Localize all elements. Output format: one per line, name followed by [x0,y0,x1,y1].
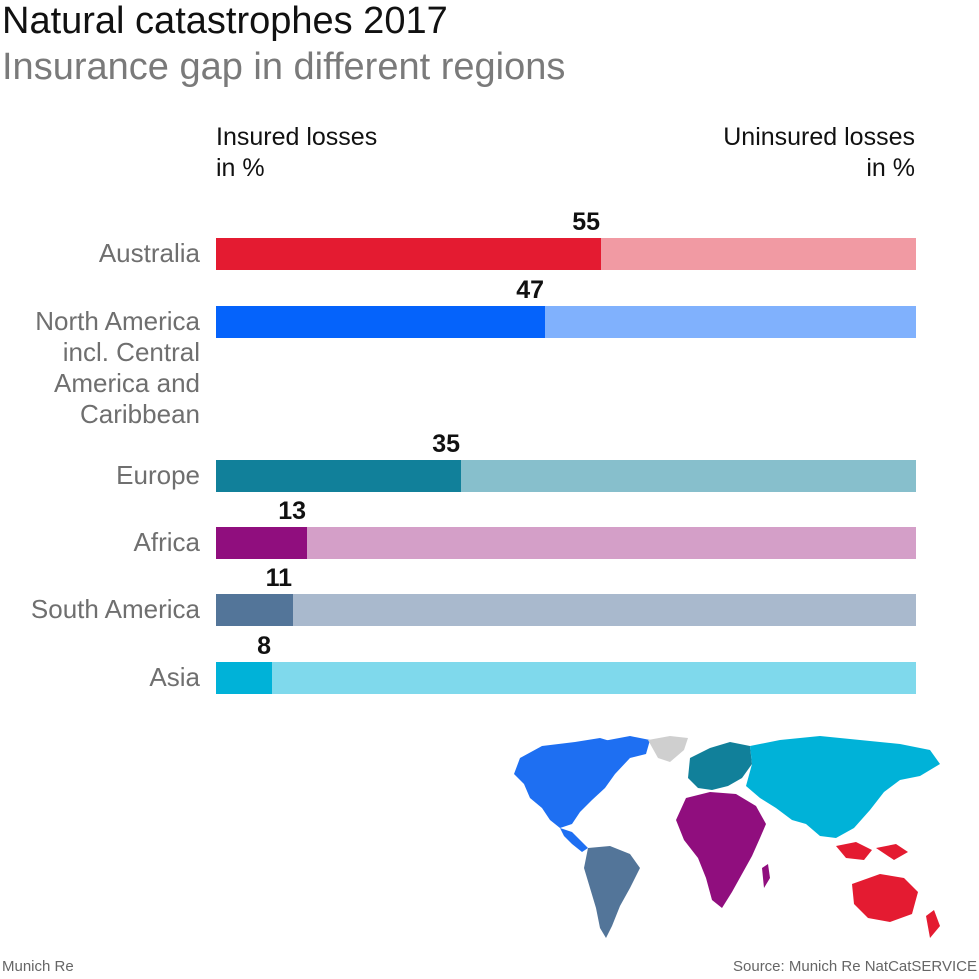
data-label-5: 8 [257,632,271,660]
footer-source: Source: Munich Re NatCatSERVICE [733,958,977,975]
world-map-icon [514,736,940,938]
bar-insured-2 [216,460,461,492]
bar-insured-0 [216,238,601,270]
data-label-3: 13 [278,497,306,525]
bar-uninsured-0 [601,238,916,270]
bar-insured-3 [216,527,307,559]
data-label-0: 55 [572,208,600,236]
category-label-0-0: Australia [99,238,201,268]
chart-title: Natural catastrophes 2017 [2,0,448,42]
data-label-4: 11 [266,564,293,592]
chart-subtitle: Insurance gap in different regions [2,46,566,88]
category-label-1-3: Caribbean [80,399,200,429]
bar-uninsured-3 [307,527,916,559]
footer-brand: Munich Re [2,958,74,975]
bar-uninsured-2 [461,460,916,492]
legend-uninsured-line2: in % [866,154,915,182]
bar-uninsured-4 [293,594,916,626]
category-label-4-0: South America [31,594,201,624]
bar-uninsured-5 [272,662,916,694]
bar-insured-1 [216,306,545,338]
category-label-1-2: America and [54,368,200,398]
category-label-2-0: Europe [116,460,200,490]
category-label-5-0: Asia [149,662,200,692]
legend-insured-line1: Insured losses [216,123,378,151]
data-label-1: 47 [516,276,544,304]
data-label-2: 35 [432,430,460,458]
bar-insured-4 [216,594,293,626]
bar-insured-5 [216,662,272,694]
category-label-1-1: incl. Central [63,337,200,367]
legend-uninsured-line1: Uninsured losses [723,123,915,151]
category-label-3-0: Africa [134,527,201,557]
legend-insured-line2: in % [216,154,265,182]
legend-insured: Insured losses in % [216,122,377,184]
legend-uninsured: Uninsured losses in % [723,122,915,184]
category-label-1-0: North America [35,306,200,336]
bar-uninsured-1 [545,306,916,338]
